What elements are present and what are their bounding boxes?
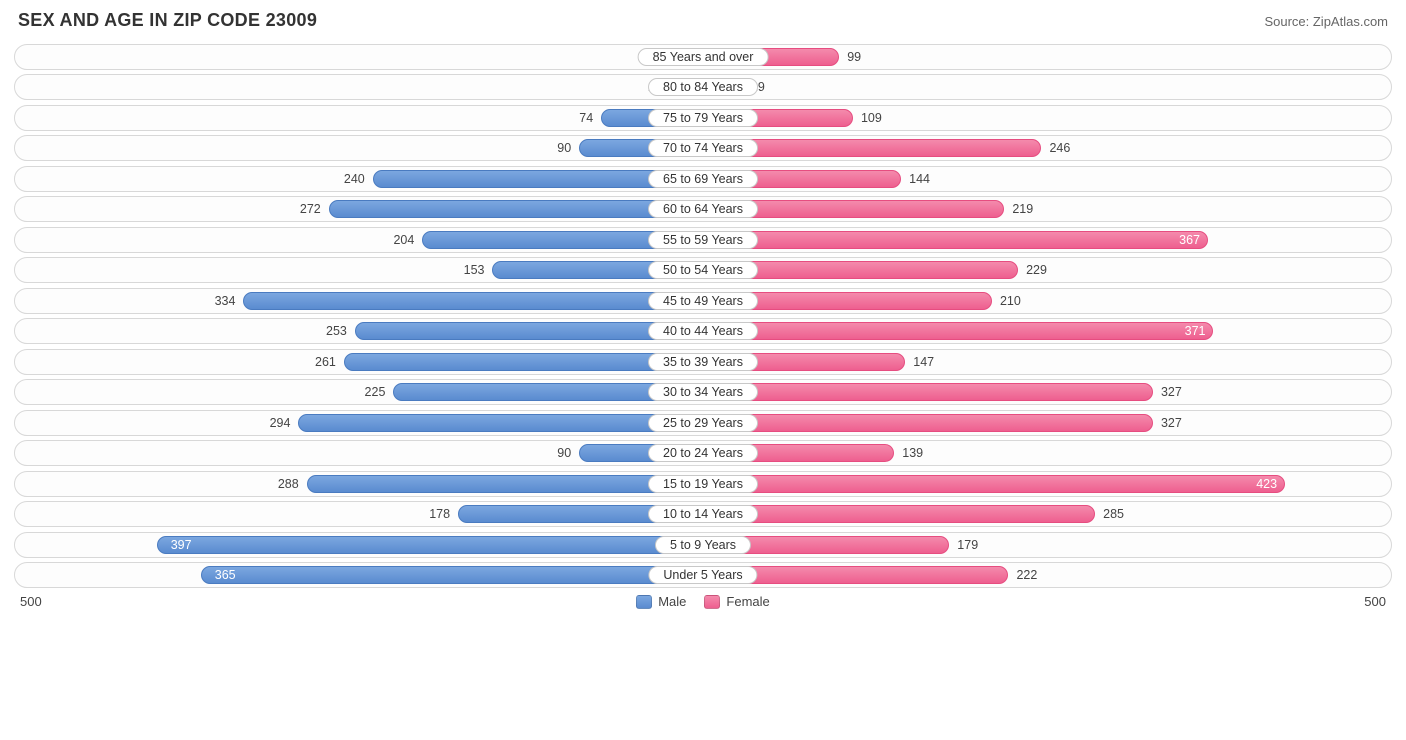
value-label-male: 272 [300,197,329,221]
chart-row: 365 222 Under 5 Years [14,562,1392,588]
bar-male [307,475,703,493]
category-pill: 5 to 9 Years [655,536,751,554]
bar-male [329,200,703,218]
value-label-female: 327 [1153,411,1182,435]
value-label-male: 90 [557,136,579,160]
value-label-female: 423 [1248,472,1285,496]
chart-row: 90 246 70 to 74 Years [14,135,1392,161]
value-label-female: 139 [894,441,923,465]
value-label-female: 99 [839,45,861,69]
value-label-female: 371 [1177,319,1214,343]
value-label-female: 327 [1153,380,1182,404]
chart-row: 253 371 40 to 44 Years [14,318,1392,344]
chart-row: 09985 Years and over [14,44,1392,70]
category-pill: 25 to 29 Years [648,414,758,432]
value-label-male: 365 [207,563,244,587]
value-label-male: 288 [278,472,307,496]
category-pill: Under 5 Years [648,566,757,584]
value-label-male: 90 [557,441,579,465]
value-label-female: 285 [1095,502,1124,526]
bar-female [703,322,1213,340]
bar-female [703,505,1095,523]
value-label-male: 334 [215,289,244,313]
value-label-female: 367 [1171,228,1208,252]
value-label-male: 225 [365,380,394,404]
bar-male [201,566,703,584]
bar-male [243,292,703,310]
chart-row: 153 229 50 to 54 Years [14,257,1392,283]
chart-title: SEX AND AGE IN ZIP CODE 23009 [18,10,317,31]
chart-header: SEX AND AGE IN ZIP CODE 23009 Source: Zi… [14,10,1392,39]
legend-swatch-male [636,595,652,609]
chart-row: 90 139 20 to 24 Years [14,440,1392,466]
legend-label-female: Female [726,594,769,609]
category-pill: 10 to 14 Years [648,505,758,523]
bar-female [703,383,1153,401]
value-label-female: 222 [1008,563,1037,587]
category-pill: 75 to 79 Years [648,109,758,127]
value-label-male: 294 [270,411,299,435]
chart-row: 334 210 45 to 49 Years [14,288,1392,314]
category-pill: 60 to 64 Years [648,200,758,218]
value-label-male: 397 [163,533,200,557]
chart-row: 288 423 15 to 19 Years [14,471,1392,497]
legend-item-male: Male [636,594,686,609]
value-label-male: 74 [579,106,601,130]
value-label-male: 153 [464,258,493,282]
category-pill: 30 to 34 Years [648,383,758,401]
value-label-male: 253 [326,319,355,343]
chart-row: 261 147 35 to 39 Years [14,349,1392,375]
category-pill: 80 to 84 Years [648,78,758,96]
value-label-male: 204 [393,228,422,252]
bar-male [157,536,703,554]
chart-row: 242980 to 84 Years [14,74,1392,100]
bar-female [703,414,1153,432]
category-pill: 85 Years and over [638,48,769,66]
chart-row: 225 327 30 to 34 Years [14,379,1392,405]
bar-female [703,231,1208,249]
category-pill: 45 to 49 Years [648,292,758,310]
value-label-female: 219 [1004,197,1033,221]
legend-swatch-female [704,595,720,609]
chart-row: 74 109 75 to 79 Years [14,105,1392,131]
category-pill: 15 to 19 Years [648,475,758,493]
value-label-male: 261 [315,350,344,374]
chart-footer: 500 Male Female 500 [14,594,1392,609]
value-label-male: 178 [429,502,458,526]
value-label-female: 109 [853,106,882,130]
category-pill: 40 to 44 Years [648,322,758,340]
chart-row: 204 367 55 to 59 Years [14,227,1392,253]
value-label-female: 179 [949,533,978,557]
category-pill: 35 to 39 Years [648,353,758,371]
chart-source: Source: ZipAtlas.com [1264,14,1388,29]
bar-male [298,414,703,432]
legend-label-male: Male [658,594,686,609]
value-label-female: 144 [901,167,930,191]
value-label-male: 240 [344,167,373,191]
axis-max-left: 500 [20,594,42,609]
category-pill: 70 to 74 Years [648,139,758,157]
chart-row: 240 144 65 to 69 Years [14,166,1392,192]
value-label-female: 246 [1041,136,1070,160]
axis-max-right: 500 [1364,594,1386,609]
chart-row: 397 179 5 to 9 Years [14,532,1392,558]
value-label-female: 147 [905,350,934,374]
bar-female [703,475,1285,493]
category-pill: 20 to 24 Years [648,444,758,462]
category-pill: 55 to 59 Years [648,231,758,249]
population-pyramid-chart: 09985 Years and over242980 to 84 Years74… [14,44,1392,589]
legend-item-female: Female [704,594,769,609]
category-pill: 65 to 69 Years [648,170,758,188]
value-label-female: 229 [1018,258,1047,282]
category-pill: 50 to 54 Years [648,261,758,279]
chart-row: 294 327 25 to 29 Years [14,410,1392,436]
chart-legend: Male Female [42,594,1365,609]
chart-row: 178 285 10 to 14 Years [14,501,1392,527]
value-label-female: 210 [992,289,1021,313]
chart-row: 272 219 60 to 64 Years [14,196,1392,222]
